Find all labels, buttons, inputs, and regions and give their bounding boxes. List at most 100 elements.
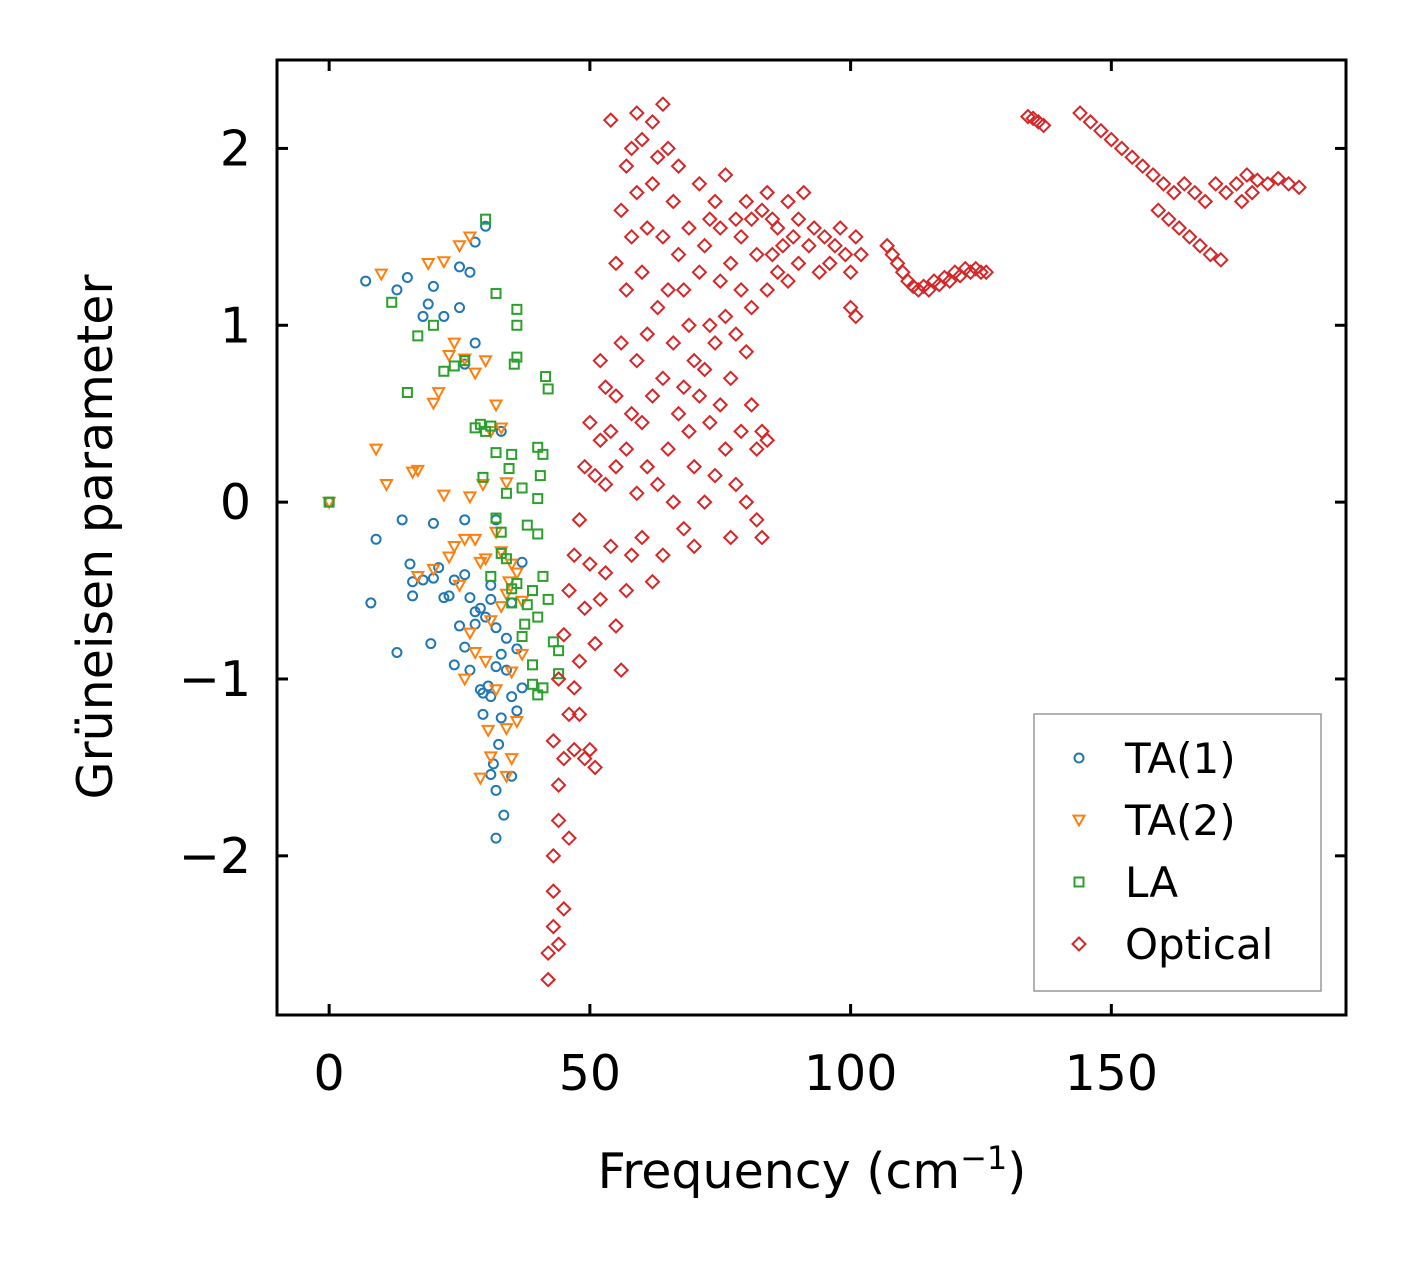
data-point: [475, 479, 491, 493]
data-point: [483, 751, 498, 765]
data-point: [490, 832, 502, 844]
y-tick-label: 1: [220, 297, 251, 354]
data-point: [691, 264, 708, 281]
data-point: [790, 211, 807, 228]
data-point: [478, 655, 493, 669]
data-point: [504, 753, 519, 767]
data-point: [368, 443, 384, 457]
data-point: [665, 494, 682, 511]
data-point: [454, 302, 466, 314]
data-point: [696, 237, 713, 254]
data-point: [1181, 228, 1198, 245]
data-point: [457, 673, 472, 687]
data-point: [660, 441, 677, 457]
data-point: [644, 175, 661, 192]
data-point: [613, 335, 630, 351]
data-point: [691, 388, 708, 404]
data-point: [837, 246, 854, 263]
data-point: [1186, 184, 1203, 201]
data-point: [842, 264, 859, 281]
y-axis-label: Grüneisen parameter: [67, 274, 124, 800]
data-point: [499, 770, 514, 784]
data-point: [1249, 172, 1266, 189]
data-point: [691, 175, 708, 192]
y-tick-label: 0: [220, 474, 251, 531]
data-point: [613, 202, 630, 219]
data-point: [639, 220, 656, 236]
data-point: [506, 597, 518, 609]
data-point: [1171, 220, 1188, 236]
data-point: [527, 659, 539, 671]
data-point: [686, 538, 703, 555]
data-point: [1212, 251, 1229, 268]
data-point: [511, 705, 523, 717]
data-point: [555, 750, 572, 767]
data-point: [360, 275, 372, 287]
data-point: [542, 593, 554, 605]
data-point: [508, 358, 520, 370]
data-point: [832, 220, 849, 236]
data-point: [537, 682, 549, 694]
data-point: [490, 512, 502, 524]
data-point: [587, 467, 604, 484]
data-point: [545, 918, 562, 935]
data-point: [623, 547, 640, 564]
data-point: [459, 569, 471, 581]
data-point: [537, 570, 549, 582]
data-point: [561, 582, 577, 599]
data-point: [478, 355, 493, 369]
data-point: [701, 211, 718, 228]
data-point: [712, 396, 729, 413]
data-point: [511, 351, 523, 363]
data-point: [644, 388, 661, 404]
data-point: [532, 528, 544, 540]
data-point: [1124, 149, 1141, 166]
data-point: [494, 422, 509, 436]
data-point: [386, 296, 398, 308]
data-point: [494, 546, 509, 560]
data-point: [566, 741, 583, 758]
data-point: [426, 397, 441, 411]
data-point: [780, 273, 796, 289]
data-point: [448, 360, 460, 372]
data-point: [743, 211, 760, 228]
data-point: [1202, 246, 1219, 263]
data-point: [483, 615, 498, 629]
data-point: [712, 220, 729, 236]
data-point: [665, 335, 682, 351]
data-point: [1113, 140, 1130, 157]
data-point: [503, 463, 515, 475]
data-point: [494, 601, 509, 615]
data-point: [379, 479, 394, 493]
data-point: [448, 659, 460, 671]
data-point: [1218, 184, 1234, 201]
data-point: [401, 272, 413, 284]
data-point: [1166, 184, 1182, 201]
data-point: [514, 648, 530, 662]
data-point: [675, 281, 692, 298]
data-point: [521, 599, 533, 611]
data-point: [571, 706, 588, 723]
data-point: [623, 228, 640, 245]
data-point: [628, 352, 645, 369]
data-point: [686, 352, 703, 369]
data-point: [733, 423, 750, 440]
data-point: [733, 281, 750, 298]
data-point: [469, 337, 481, 349]
data-point: [623, 405, 640, 422]
data-point: [421, 257, 436, 271]
data-point: [511, 303, 523, 315]
y-tick-label: 2: [220, 120, 251, 177]
data-point: [532, 611, 544, 623]
data-point: [462, 627, 478, 641]
data-point: [660, 281, 677, 298]
data-point: [542, 383, 554, 395]
legend-label: TA(1): [1124, 734, 1236, 783]
data-point: [618, 582, 635, 599]
plot-frame: [275, 58, 1348, 1017]
x-tick-label: 150: [1065, 1045, 1159, 1102]
data-point: [511, 577, 523, 589]
data-point: [738, 193, 755, 210]
data-point: [566, 679, 583, 696]
data-point: [493, 738, 505, 750]
